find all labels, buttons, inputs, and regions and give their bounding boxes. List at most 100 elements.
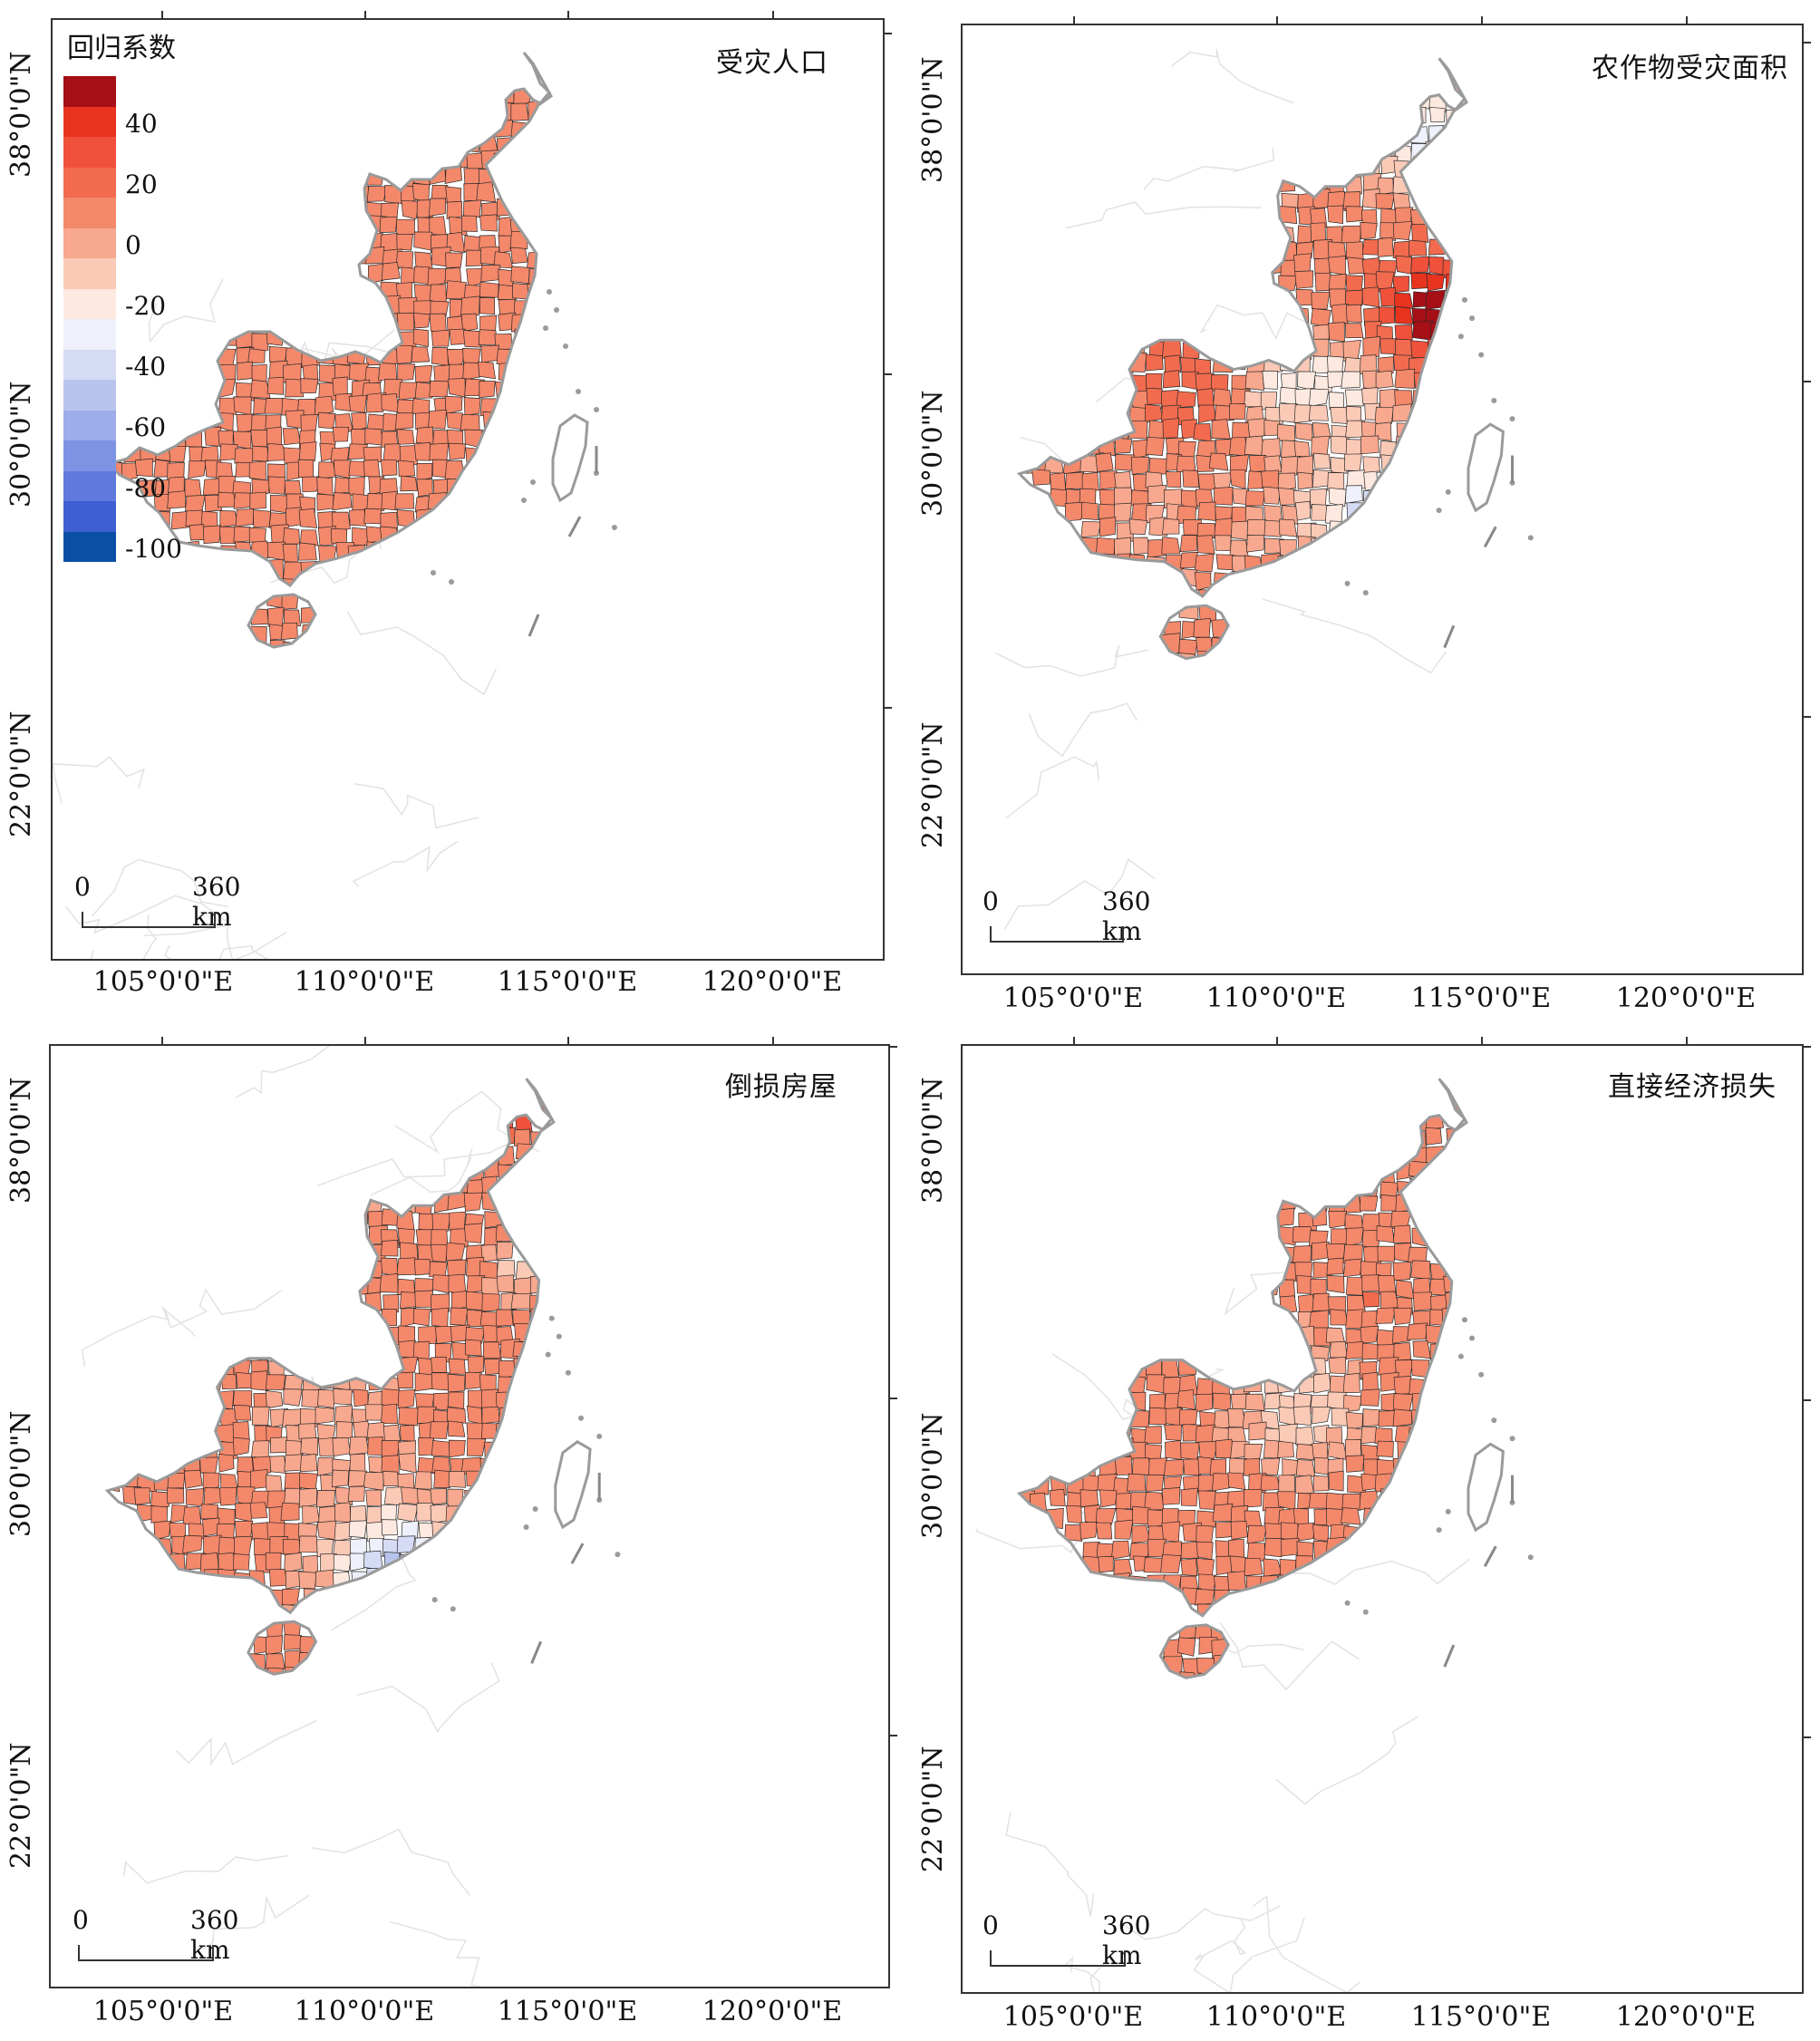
county-cell xyxy=(446,200,463,219)
county-cell xyxy=(479,297,496,314)
county-cell xyxy=(1294,270,1314,289)
county-cell xyxy=(282,1538,300,1555)
county-cell xyxy=(447,1373,466,1393)
county-cell xyxy=(431,1229,449,1247)
tick-top-2 xyxy=(1276,1037,1278,1044)
county-cell xyxy=(1180,1442,1200,1461)
county-cell xyxy=(1145,436,1165,456)
county-cell xyxy=(266,1374,286,1390)
county-cell xyxy=(397,313,415,331)
county-cell xyxy=(1380,286,1397,307)
county-cell xyxy=(476,181,497,203)
island-dot xyxy=(1469,1335,1476,1341)
county-cell xyxy=(398,1407,419,1427)
county-cell xyxy=(1362,1291,1380,1308)
county-cell xyxy=(430,1293,450,1312)
island-dot xyxy=(523,1524,529,1531)
county-cell xyxy=(1099,517,1117,537)
y-label-30n: 30°0'0"N xyxy=(5,381,37,508)
y-label-38n: 38°0'0"N xyxy=(917,1077,949,1204)
county-cell xyxy=(1380,222,1398,242)
county-cell xyxy=(251,1440,270,1459)
county-cell xyxy=(1246,535,1265,553)
county-cell xyxy=(1345,1341,1364,1359)
legend-label-minus80: -80 xyxy=(125,473,167,503)
tick-top-4 xyxy=(1686,1037,1688,1044)
county-cell xyxy=(381,393,400,413)
legend-swatch xyxy=(63,470,116,501)
county-cell xyxy=(1327,355,1344,374)
county-cell xyxy=(283,561,303,581)
county-cell xyxy=(1377,1245,1396,1262)
county-cell xyxy=(363,1472,384,1491)
county-cell xyxy=(300,414,318,433)
county-cell xyxy=(1127,1473,1147,1492)
county-cell xyxy=(1230,1520,1248,1541)
county-cell xyxy=(1341,225,1361,245)
county-cell xyxy=(301,1389,321,1408)
county-cell xyxy=(396,1257,417,1275)
county-cell xyxy=(429,313,447,333)
scale-bar-line xyxy=(78,1945,214,1961)
county-cell xyxy=(1244,371,1264,391)
county-cell xyxy=(1195,1588,1215,1606)
county-cell xyxy=(1412,1340,1431,1359)
county-cell xyxy=(1328,322,1345,343)
county-cell xyxy=(232,1436,250,1456)
county-cell xyxy=(446,1242,466,1262)
y-label-22n: 22°0'0"N xyxy=(5,1742,37,1869)
county-cell xyxy=(1064,1523,1083,1542)
county-cell xyxy=(462,362,482,381)
province-boundary xyxy=(1275,1716,1418,1805)
county-cell xyxy=(427,267,448,287)
county-cell xyxy=(1212,1392,1231,1411)
county-cell xyxy=(1360,222,1378,240)
province-boundary xyxy=(123,1854,288,1884)
county-cell xyxy=(1344,289,1363,307)
county-cell xyxy=(153,1520,171,1541)
scale-start: 0 xyxy=(983,886,999,916)
legend-swatch xyxy=(63,410,116,440)
x-label-105e: 105°0'0"E xyxy=(1002,982,1144,1014)
county-cell xyxy=(397,363,415,382)
province-boundary xyxy=(90,914,158,959)
county-cell xyxy=(1197,1490,1216,1510)
county-cell xyxy=(396,233,413,251)
scale-bar-line xyxy=(990,1950,1126,1967)
county-cell xyxy=(378,363,398,381)
county-cell xyxy=(466,1406,483,1425)
tick-right-3 xyxy=(1804,716,1811,718)
province-boundary xyxy=(1219,1621,1360,1691)
county-cell xyxy=(1362,336,1381,357)
county-cell xyxy=(1393,1376,1412,1396)
island-dot xyxy=(1457,1353,1464,1359)
y-label-30n: 30°0'0"N xyxy=(5,1410,37,1537)
county-cell xyxy=(379,1273,399,1293)
county-cell xyxy=(365,392,387,413)
island-dot xyxy=(1461,1317,1467,1323)
county-cell xyxy=(169,1522,187,1539)
county-cell xyxy=(218,1536,237,1556)
county-cell xyxy=(466,1291,484,1311)
county-cell xyxy=(413,441,431,461)
county-cell xyxy=(1277,472,1297,492)
county-cell xyxy=(446,231,466,254)
county-cell xyxy=(153,493,172,512)
island-dot xyxy=(1478,1371,1485,1378)
island-dot xyxy=(594,407,599,412)
county-cell xyxy=(446,349,467,366)
county-cell xyxy=(380,511,398,532)
map-panel-4: 直接经济损失 0 360 km 38°0'0"N 30°0'0"N 22°0'0… xyxy=(910,1019,1820,2041)
legend-swatch xyxy=(63,288,116,319)
county-cell xyxy=(1244,490,1265,507)
county-cell xyxy=(414,1471,432,1490)
county-cell xyxy=(204,494,223,512)
county-cell xyxy=(1330,435,1348,455)
province-boundary xyxy=(1005,756,1100,819)
county-cell xyxy=(333,1553,353,1572)
county-cell xyxy=(1376,471,1396,490)
county-cell xyxy=(219,510,239,527)
county-cell xyxy=(1066,1504,1082,1524)
county-cell xyxy=(1378,306,1396,324)
map-canvas-2 xyxy=(995,48,1534,930)
